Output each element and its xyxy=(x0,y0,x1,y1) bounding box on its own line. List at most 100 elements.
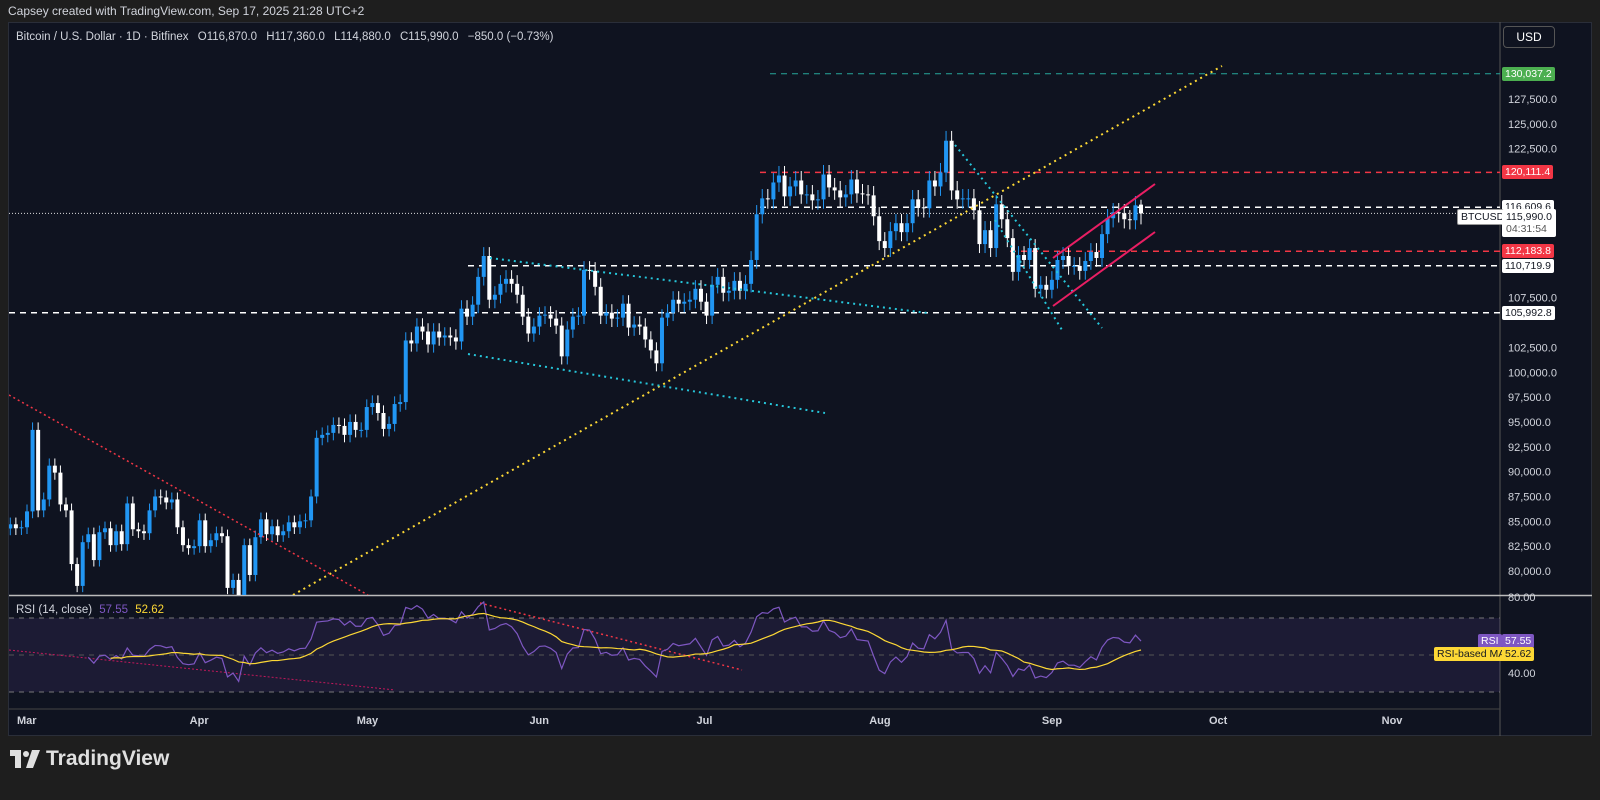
candle xyxy=(1116,203,1121,223)
candle-body xyxy=(1094,252,1099,258)
price-tick: 107,500.0 xyxy=(1508,293,1557,305)
candle-body xyxy=(977,210,982,245)
brand-name: TradingView xyxy=(46,747,170,770)
candle-body xyxy=(1088,252,1093,261)
candle xyxy=(1100,225,1105,267)
candle-body xyxy=(693,288,698,300)
candle-body xyxy=(587,269,592,271)
candle xyxy=(977,201,982,254)
candle xyxy=(481,247,486,286)
time-tick: Jul xyxy=(697,715,713,727)
candle-body xyxy=(504,278,509,284)
candle xyxy=(576,307,581,326)
candle-body xyxy=(749,259,754,284)
candle-body xyxy=(537,315,542,327)
candle xyxy=(726,282,731,302)
candle xyxy=(63,497,68,518)
trendline-cyan-lower[interactable] xyxy=(467,353,826,414)
candle xyxy=(392,396,397,432)
price-change: −850.0 (−0.73%) xyxy=(467,31,554,43)
candle xyxy=(1016,246,1021,281)
candle-body xyxy=(130,503,135,530)
candle-body xyxy=(659,317,664,364)
channel-upper[interactable] xyxy=(1052,183,1156,259)
trendline-red[interactable] xyxy=(9,394,369,595)
candle-body xyxy=(214,533,219,541)
rsi-legend[interactable]: RSI (14, close) 57.55 52.62 xyxy=(16,604,164,616)
candle xyxy=(125,496,130,551)
candle-body xyxy=(648,339,653,351)
candle xyxy=(877,207,882,251)
candle-body xyxy=(353,421,358,430)
candle xyxy=(219,526,224,543)
symbol-legend[interactable]: Bitcoin / U.S. Dollar · 1D · Bitfinex O1… xyxy=(16,31,559,43)
candle xyxy=(932,170,937,196)
candle xyxy=(431,323,436,353)
channel-lower[interactable] xyxy=(1052,231,1156,307)
candle xyxy=(403,332,408,410)
candle-body xyxy=(392,404,397,424)
candle xyxy=(548,306,553,327)
price-tick: 97,500.0 xyxy=(1508,392,1551,404)
candle-body xyxy=(905,223,910,233)
candle-body xyxy=(726,290,731,293)
candle-body xyxy=(492,294,497,300)
candle-body xyxy=(871,195,876,217)
candle xyxy=(882,232,887,257)
candle xyxy=(927,170,932,218)
candle-body xyxy=(398,402,403,405)
currency-button[interactable]: USD xyxy=(1503,26,1555,48)
rsi-title: RSI (14, close) xyxy=(16,604,93,616)
candle-body xyxy=(899,223,904,233)
candle-body xyxy=(158,496,163,498)
candle xyxy=(704,293,709,325)
candle-body xyxy=(320,434,325,438)
candle xyxy=(671,291,676,322)
rsi-line xyxy=(87,600,1142,683)
candle-body xyxy=(164,497,169,503)
candle-body xyxy=(25,511,29,528)
candle-body xyxy=(1122,213,1127,220)
candle-body xyxy=(186,545,191,549)
ohlc-low: L114,880.0 xyxy=(334,31,391,43)
tradingview-logo-icon xyxy=(10,750,40,768)
candle xyxy=(749,251,754,293)
candle-body xyxy=(47,465,52,500)
candle-body xyxy=(676,299,681,304)
rsi-trendline-red[interactable] xyxy=(479,602,743,671)
chart-frame[interactable] xyxy=(8,22,1592,736)
candle-body xyxy=(565,329,570,357)
candle xyxy=(754,205,759,269)
candle-body xyxy=(882,241,887,249)
candle-body xyxy=(593,270,598,287)
trendline-cyan-upper[interactable] xyxy=(489,257,929,314)
candle-body xyxy=(843,194,848,198)
rsi-trendline-purple[interactable] xyxy=(9,649,396,691)
candle xyxy=(710,276,715,325)
level-price-tag: 130,037.2 xyxy=(1502,66,1555,81)
candle xyxy=(25,504,29,534)
candle-body xyxy=(203,520,208,547)
candle xyxy=(426,323,431,353)
candle xyxy=(832,178,837,200)
candle-body xyxy=(387,423,392,429)
candle xyxy=(648,331,653,359)
candle-body xyxy=(1044,284,1049,290)
candle-body xyxy=(403,340,408,403)
tradingview-logo[interactable]: TradingView xyxy=(10,747,169,771)
candle xyxy=(387,416,392,437)
level-price-tag: 112,183.8 xyxy=(1502,244,1554,259)
candle xyxy=(916,190,921,217)
candle xyxy=(682,293,687,313)
candle xyxy=(804,185,809,204)
candle-body xyxy=(821,174,826,200)
rsi-axis-value: 57.55 xyxy=(1502,634,1535,648)
candle-body xyxy=(325,432,330,435)
trendline-yellow[interactable] xyxy=(292,65,1223,595)
candle xyxy=(843,185,848,207)
candle-body xyxy=(236,579,241,595)
candle xyxy=(1038,276,1043,298)
candle xyxy=(1077,257,1082,280)
candle xyxy=(192,539,197,555)
